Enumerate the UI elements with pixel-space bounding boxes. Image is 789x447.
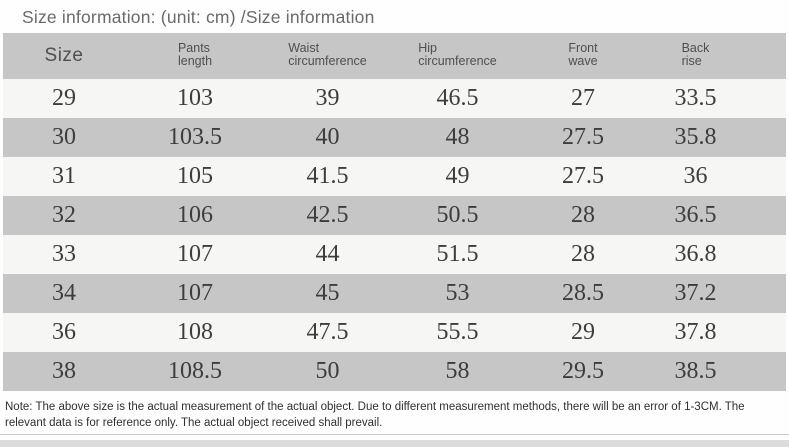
col-header-label: Back [681,40,710,55]
cell-waist-circumference: 41.5 [306,163,349,189]
size-table: Size Pants length Waist circumference Hip c… [3,33,786,391]
cell-back-rise: 36 [683,163,708,189]
col-header-label: circumference [288,54,367,69]
col-header-label: Front [568,40,598,55]
cell-size: 31 [52,163,76,189]
cell-pants-length: 106 [177,202,213,228]
cell-front-wave: 28.5 [562,280,604,306]
table-row: 29 103 39 46.5 27 33.5 [3,79,786,118]
cell-pants-length: 107 [177,241,213,267]
size-table-header: Size Pants length Waist circumference Hip c… [3,33,786,79]
cell-size: 38 [52,358,76,384]
col-header-hip-circumference: Hip circumference [390,33,525,79]
cell-hip-circumference: 50.5 [436,202,479,228]
cell-pants-length: 105 [177,163,213,189]
table-row: 38 108.5 50 58 29.5 38.5 [3,352,786,391]
cell-back-rise: 33.5 [674,85,717,111]
cell-back-rise: 36.8 [674,241,717,267]
cell-size: 30 [52,124,76,150]
table-row: 33 107 44 51.5 28 36.8 [3,235,786,274]
col-header-label: Waist [288,40,320,55]
cell-size: 33 [52,241,76,267]
cell-pants-length: 103.5 [168,124,222,150]
col-header-label: rise [681,54,702,69]
cell-size: 32 [52,202,76,228]
cell-waist-circumference: 44 [315,241,340,267]
cell-front-wave: 28 [571,241,595,267]
cell-back-rise: 35.8 [674,124,717,150]
col-header-size-label: Size [44,45,84,66]
cell-size: 34 [52,280,76,306]
cell-back-rise: 37.2 [674,280,717,306]
cell-waist-circumference: 39 [315,85,340,111]
cell-size: 29 [52,85,76,111]
cell-hip-circumference: 46.5 [436,85,479,111]
cell-hip-circumference: 58 [445,358,470,384]
table-row: 31 105 41.5 49 27.5 36 [3,157,786,196]
cell-front-wave: 27 [571,85,595,111]
cell-waist-circumference: 42.5 [306,202,349,228]
cell-front-wave: 27.5 [562,163,604,189]
col-header-size: Size [3,33,125,79]
cell-front-wave: 29 [571,319,595,345]
col-header-label: Hip [418,40,438,55]
col-header-label: length [177,54,213,69]
cell-pants-length: 108.5 [168,358,222,384]
table-row: 32 106 42.5 50.5 28 36.5 [3,196,786,235]
cell-waist-circumference: 40 [315,124,340,150]
table-row: 36 108 47.5 55.5 29 37.8 [3,313,786,352]
col-header-front-wave: Front wave [525,33,641,79]
cell-pants-length: 108 [177,319,213,345]
cell-hip-circumference: 51.5 [436,241,479,267]
cell-back-rise: 38.5 [674,358,717,384]
col-header-waist-circumference: Waist circumference [265,33,390,79]
cell-front-wave: 28 [571,202,595,228]
footer-strip [0,440,789,447]
cell-size: 36 [52,319,76,345]
cell-hip-circumference: 48 [445,124,470,150]
cell-pants-length: 107 [177,280,213,306]
cell-hip-circumference: 55.5 [436,319,479,345]
col-header-label: Pants [177,40,210,55]
col-header-pants-length: Pants length [125,33,265,79]
cell-back-rise: 37.8 [674,319,717,345]
cell-waist-circumference: 47.5 [306,319,349,345]
col-header-label: circumference [418,54,497,69]
table-row: 30 103.5 40 48 27.5 35.8 [3,118,786,157]
cell-waist-circumference: 50 [315,358,340,384]
cell-waist-circumference: 45 [315,280,340,306]
cell-back-rise: 36.5 [674,202,717,228]
cell-hip-circumference: 49 [445,163,470,189]
page-title: Size information: (unit: cm) /Size infor… [22,7,375,27]
cell-front-wave: 27.5 [562,124,604,150]
cell-front-wave: 29.5 [562,358,604,384]
cell-pants-length: 103 [177,85,213,111]
note-text: Note: The above size is the actual measu… [0,391,789,435]
table-row: 34 107 45 53 28.5 37.2 [3,274,786,313]
header-row: Size Pants length Waist circumference Hip c… [3,33,786,79]
size-table-body: 29 103 39 46.5 27 33.5 30 103.5 40 48 27… [3,79,786,391]
footer-gap [0,435,789,440]
cell-hip-circumference: 53 [445,280,470,306]
col-header-label: wave [568,54,598,69]
col-header-back-rise: Back rise [641,33,786,79]
